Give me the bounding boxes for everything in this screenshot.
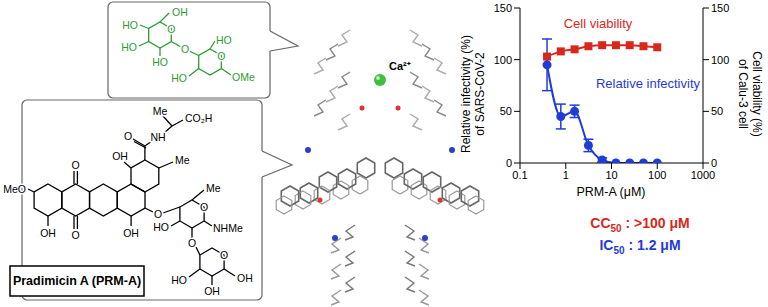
svg-text:O: O — [217, 50, 225, 62]
svg-text:0.1: 0.1 — [512, 169, 527, 181]
svg-text:OH: OH — [237, 272, 253, 284]
svg-text:1000: 1000 — [691, 169, 715, 181]
svg-text:O: O — [72, 229, 80, 241]
svg-text:Cell viability (%): Cell viability (%) — [750, 51, 760, 136]
svg-text:O: O — [72, 159, 80, 171]
svg-text:0: 0 — [711, 157, 717, 169]
svg-text:100: 100 — [648, 169, 666, 181]
svg-text:O: O — [220, 249, 228, 261]
svg-text:O: O — [124, 130, 132, 142]
svg-text:Relative infectivity: Relative infectivity — [596, 76, 701, 91]
svg-text:O: O — [181, 43, 189, 55]
svg-text:Ca²⁺: Ca²⁺ — [389, 60, 411, 72]
svg-text:Pradimicin A (PRM-A): Pradimicin A (PRM-A) — [13, 274, 141, 288]
svg-text:Cell viability: Cell viability — [564, 16, 633, 31]
svg-text:OH: OH — [123, 227, 139, 239]
svg-text:HO: HO — [152, 56, 168, 68]
svg-text:Relative infectivity (%): Relative infectivity (%) — [459, 35, 473, 153]
svg-text:NH: NH — [150, 131, 165, 143]
svg-text:1: 1 — [563, 169, 569, 181]
svg-text:100: 100 — [711, 54, 729, 66]
svg-text:OMe: OMe — [232, 71, 255, 83]
svg-text:OH: OH — [112, 150, 128, 162]
svg-text:100: 100 — [494, 54, 512, 66]
svg-text:HO: HO — [121, 41, 137, 53]
svg-text:0: 0 — [506, 157, 512, 169]
svg-text:Me: Me — [175, 154, 190, 166]
svg-text:Me: Me — [153, 105, 168, 117]
svg-text:PRM-A (μM): PRM-A (μM) — [576, 185, 645, 199]
svg-text:HO: HO — [216, 34, 232, 46]
svg-text:O: O — [167, 23, 175, 35]
svg-text:OH: OH — [40, 227, 56, 239]
svg-text:OH: OH — [204, 285, 220, 297]
svg-text:CC50 : >100 μM: CC50 : >100 μM — [590, 215, 689, 234]
svg-text:HO: HO — [171, 274, 187, 286]
svg-text:of SARS-CoV-2: of SARS-CoV-2 — [473, 52, 487, 136]
svg-text:of Calu-3 cell: of Calu-3 cell — [736, 59, 750, 129]
svg-text:IC50 : 1.2 μM: IC50 : 1.2 μM — [599, 237, 680, 256]
svg-text:O: O — [154, 208, 162, 220]
svg-text:50: 50 — [711, 105, 723, 117]
svg-text:HO: HO — [122, 19, 138, 31]
svg-text:MeO: MeO — [8, 183, 26, 195]
svg-text:CO₂H: CO₂H — [185, 112, 212, 124]
svg-text:Me: Me — [206, 182, 221, 194]
svg-text:50: 50 — [500, 105, 512, 117]
svg-text:O: O — [200, 201, 208, 213]
svg-text:10: 10 — [605, 169, 617, 181]
svg-text:HO: HO — [153, 221, 169, 233]
svg-text:150: 150 — [494, 2, 512, 14]
svg-text:O: O — [188, 237, 196, 249]
svg-text:HO: HO — [171, 72, 187, 84]
svg-text:OH: OH — [172, 6, 188, 18]
svg-text:150: 150 — [711, 2, 729, 14]
svg-text:NHMe: NHMe — [213, 222, 243, 234]
